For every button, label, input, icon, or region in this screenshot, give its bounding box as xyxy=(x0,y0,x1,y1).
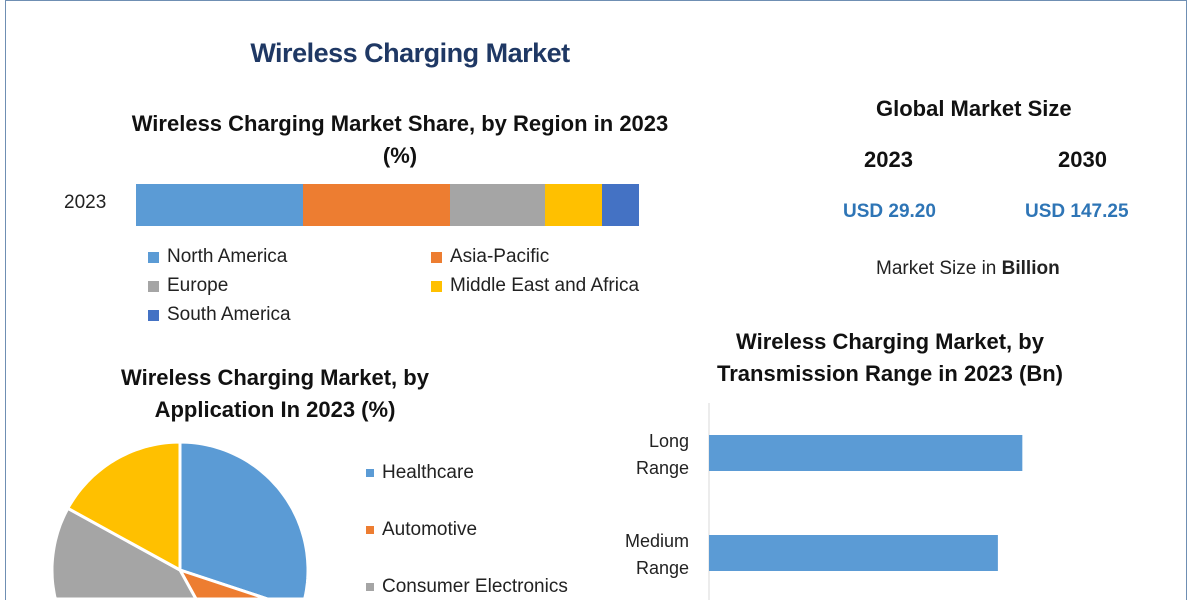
legend-label: Europe xyxy=(167,275,229,296)
legend-label: Healthcare xyxy=(382,462,474,483)
legend-swatch xyxy=(148,251,159,263)
bar-segment-middle-east-and-africa xyxy=(544,184,602,226)
page-title: Wireless Charging Market xyxy=(250,38,570,68)
bar-long-range xyxy=(709,435,1023,471)
legend-swatch xyxy=(431,251,442,263)
application-chart-title: Wireless Charging Market, by Application… xyxy=(121,365,429,422)
legend-swatch xyxy=(148,280,159,292)
legend-item-europe: Europe xyxy=(148,275,431,297)
bar-segment-north-america xyxy=(136,184,303,226)
global-heading: Global Market Size xyxy=(876,96,1072,121)
legend-item-middle-east-and-africa: Middle East and Africa xyxy=(431,275,711,297)
transmission-bar-chart: Long Range Medium Range xyxy=(625,403,1023,600)
legend-item-south-america: South America xyxy=(148,304,431,326)
legend-swatch xyxy=(431,280,442,292)
legend-label: Middle East and Africa xyxy=(450,275,640,296)
year-2030: 2030 xyxy=(1058,147,1107,172)
bar-segment-south-america xyxy=(601,184,639,226)
note-unit: Billion xyxy=(1001,258,1060,279)
legend-item-north-america: North America xyxy=(148,246,431,268)
legend-label: Asia-Pacific xyxy=(450,246,550,267)
legend-swatch xyxy=(366,469,374,477)
application-legend: Healthcare Automotive Consumer Electronics xyxy=(366,462,568,598)
note-prefix: Market Size in xyxy=(876,258,1002,279)
year-2023: 2023 xyxy=(864,147,913,172)
region-legend: North America Asia-Pacific Europe Middle Ea… xyxy=(148,246,708,326)
bar-segment-europe xyxy=(449,184,545,226)
value-2030: USD 147.25 xyxy=(1025,201,1129,222)
pie-slice-automotive xyxy=(178,568,270,600)
category-label: Long xyxy=(649,431,689,451)
market-size-note: Market Size in Billion xyxy=(876,258,1060,280)
region-stacked-bar xyxy=(136,184,639,226)
category-label: Medium xyxy=(625,531,689,551)
legend-swatch xyxy=(366,583,374,591)
legend-item-consumer-electronics: Consumer Electronics xyxy=(366,576,568,598)
value-2023: USD 29.20 xyxy=(843,201,936,222)
bar-medium-range xyxy=(709,535,998,571)
legend-label: North America xyxy=(167,246,288,267)
category-label: Range xyxy=(636,558,689,578)
legend-item-automotive: Automotive xyxy=(366,519,568,541)
transmission-chart-title: Wireless Charging Market, by Transmissio… xyxy=(717,329,1063,386)
legend-swatch xyxy=(366,526,374,534)
region-category-label: 2023 xyxy=(64,192,107,213)
category-label: Range xyxy=(636,458,689,478)
legend-item-healthcare: Healthcare xyxy=(366,462,568,484)
infographic-frame xyxy=(5,0,1187,600)
bar-segment-asia-pacific xyxy=(302,184,450,226)
application-pie-chart xyxy=(50,440,310,600)
pie-slice-healthcare xyxy=(178,440,310,600)
legend-swatch xyxy=(148,309,159,321)
pie-slice-consumer-electronics xyxy=(50,506,198,600)
legend-label: South America xyxy=(167,304,291,325)
legend-label: Automotive xyxy=(382,519,478,540)
region-chart-title: Wireless Charging Market Share, by Regio… xyxy=(131,111,669,168)
legend-label: Consumer Electronics xyxy=(382,576,568,597)
legend-item-asia-pacific: Asia-Pacific xyxy=(431,246,711,268)
pie-slice-unlabeled xyxy=(66,440,182,572)
